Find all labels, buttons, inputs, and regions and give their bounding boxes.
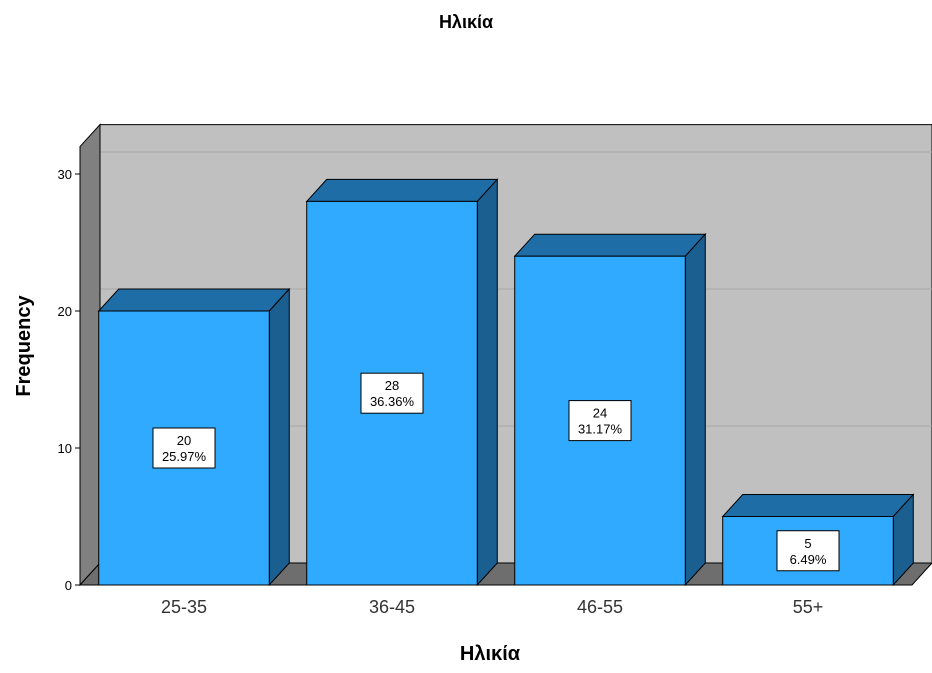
x-tick-label: 25-35 (161, 597, 207, 617)
y-tick-label: 0 (65, 578, 72, 593)
bar-top (97, 288, 291, 312)
bar-top (305, 178, 499, 202)
data-label: 56.49% (776, 530, 840, 572)
x-axis-label: Ηλικία (460, 643, 521, 665)
bar-side (684, 232, 706, 587)
chart-title: Ηλικία (439, 12, 493, 32)
plot-area: 01020302025.97%25-352836.36%36-452431.17… (58, 123, 932, 617)
bar-top (513, 233, 707, 257)
data-label-percent: 36.36% (370, 394, 415, 409)
y-tick-label: 20 (58, 304, 72, 319)
data-label-box (776, 530, 840, 572)
data-label-percent: 25.97% (162, 449, 207, 464)
data-label-count: 28 (385, 378, 399, 393)
data-label-box (360, 372, 424, 414)
data-label-percent: 6.49% (790, 552, 827, 567)
data-label-box (152, 427, 216, 469)
y-tick-label: 30 (58, 167, 72, 182)
data-label-count: 20 (177, 433, 191, 448)
x-tick-label: 36-45 (369, 597, 415, 617)
y-axis-label: Frequency (13, 295, 35, 397)
bar-side (268, 287, 290, 587)
x-tick-label: 55+ (793, 597, 824, 617)
x-tick-label: 46-55 (577, 597, 623, 617)
bar-side (476, 178, 498, 587)
side-wall (79, 123, 101, 587)
bar-top (721, 494, 915, 517)
data-label-box (568, 400, 632, 442)
bar: 56.49% (721, 493, 915, 587)
data-label-percent: 31.17% (578, 422, 623, 437)
y-tick-label: 10 (58, 441, 72, 456)
data-label-count: 5 (804, 536, 811, 551)
data-label-count: 24 (593, 406, 607, 421)
